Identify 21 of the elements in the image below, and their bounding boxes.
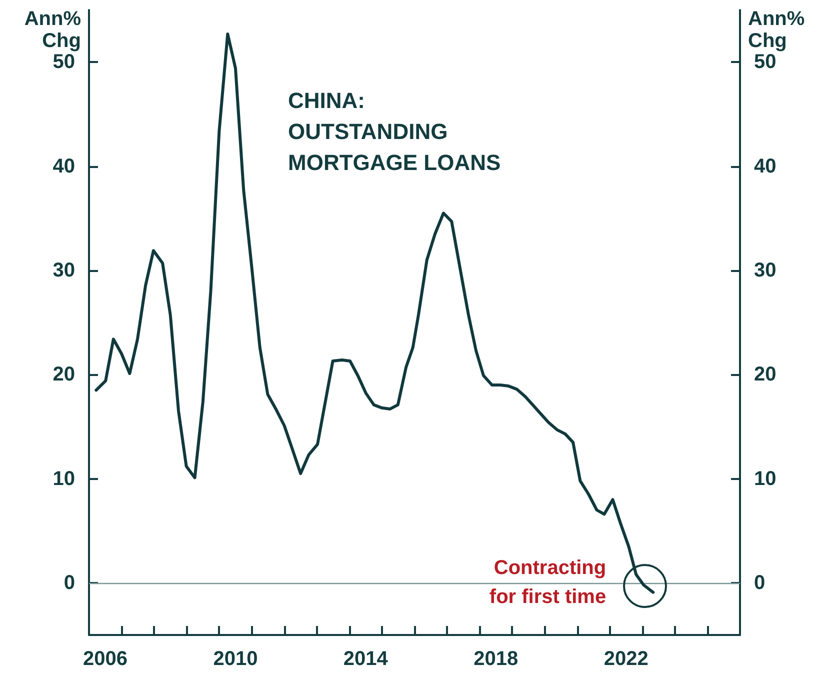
y2-tick-label: 20 <box>754 364 776 386</box>
y2-axis-title: Ann% Chg <box>748 8 805 52</box>
y2-tick-label: 10 <box>754 468 776 490</box>
y-tick-label: 50 <box>52 51 75 74</box>
x-tick-label: 2022 <box>604 648 648 670</box>
y-tick-label: 10 <box>52 468 75 490</box>
y2-tick-label: 0 <box>754 572 766 594</box>
y-tick-label: 0 <box>64 572 75 594</box>
y-tick-label: 20 <box>52 364 75 386</box>
y2-tick-label: 40 <box>754 155 776 178</box>
y-tick-label: 30 <box>52 259 75 282</box>
x-tick-label: 2014 <box>343 648 389 670</box>
x-tick-label: 2006 <box>83 648 128 670</box>
y2-tick-label: 30 <box>754 259 776 282</box>
annotation: Contracting for first time <box>489 556 606 608</box>
x-tick-label: 2010 <box>213 648 258 670</box>
y2-tick-label: 50 <box>754 51 776 74</box>
y-tick-label: 40 <box>52 155 75 178</box>
y-axis-title: Ann% Chg <box>24 8 82 52</box>
text: CHINA: OUTSTANDING MORTGAGE LOANS <box>288 88 501 175</box>
x-tick-label: 2018 <box>474 648 518 670</box>
